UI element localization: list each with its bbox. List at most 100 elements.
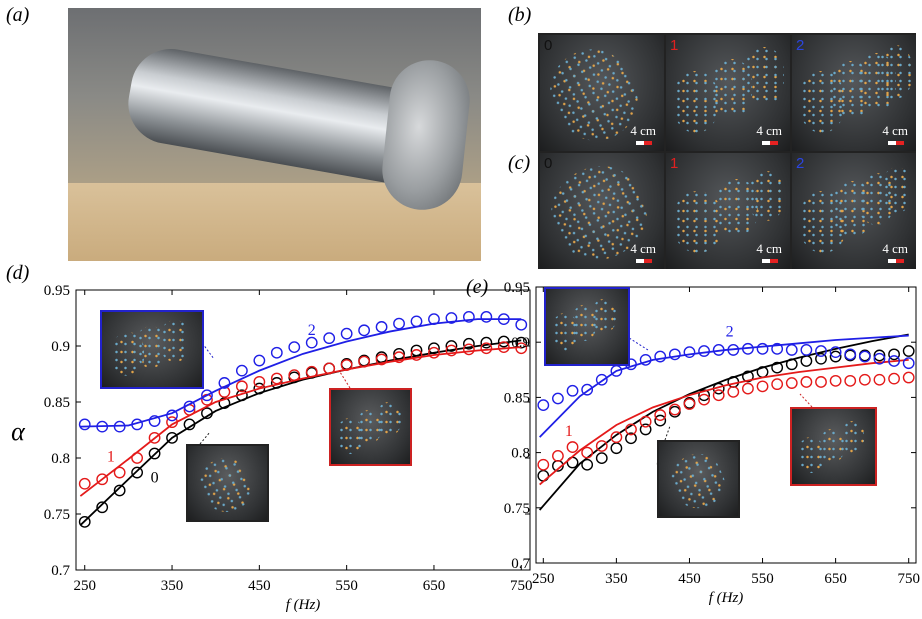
- data-point: [858, 350, 871, 363]
- y-tick-label: 0.95: [504, 280, 530, 296]
- series-label: 1: [565, 423, 573, 440]
- data-point: [148, 447, 161, 460]
- series-label: 0: [151, 470, 159, 487]
- x-tick-label: 750: [510, 578, 533, 594]
- data-point: [497, 335, 510, 348]
- data-point: [552, 450, 564, 462]
- data-point: [270, 377, 283, 389]
- data-point: [639, 415, 652, 428]
- data-point: [323, 362, 336, 375]
- data-point: [902, 371, 915, 384]
- scale-label: 4 cm: [756, 123, 782, 138]
- data-point: [96, 420, 109, 433]
- data-point: [166, 409, 178, 422]
- data-point: [131, 452, 144, 464]
- data-point: [785, 358, 798, 371]
- data-point: [78, 418, 91, 431]
- scale-bar: [636, 259, 652, 263]
- data-point: [288, 369, 301, 382]
- data-point: [305, 336, 318, 349]
- data-point: [166, 431, 178, 444]
- x-tick-label: 450: [248, 578, 271, 594]
- panel-label-a: (a): [6, 4, 30, 26]
- foam-piece: [842, 421, 864, 453]
- data-point: [305, 366, 318, 379]
- data-point: [800, 344, 813, 356]
- data-point: [581, 383, 594, 396]
- x-tick-label: 350: [605, 571, 628, 587]
- data-point: [742, 382, 754, 395]
- y-tick-label: 0.8: [511, 446, 530, 462]
- data-point: [323, 332, 336, 345]
- data-point: [201, 407, 213, 420]
- data-point: [552, 459, 564, 472]
- scale-label: 4 cm: [630, 241, 656, 256]
- data-point: [829, 346, 842, 359]
- data-point: [815, 376, 827, 388]
- data-point: [305, 365, 318, 378]
- inset-connector: [664, 425, 671, 441]
- data-point: [497, 341, 510, 354]
- data-point: [393, 351, 405, 364]
- data-point: [756, 342, 769, 355]
- data-point: [375, 351, 388, 364]
- data-point: [131, 418, 144, 431]
- data-point: [253, 375, 266, 388]
- data-point: [552, 392, 564, 405]
- sample-thumb-b0: 0 4 cm: [537, 35, 664, 155]
- data-point: [218, 377, 231, 389]
- foam-piece: [820, 429, 844, 463]
- sample-thumb-b1: 1 4 cm: [666, 35, 790, 151]
- sample-thumb-b2: 2 4 cm: [792, 35, 916, 151]
- data-point: [78, 477, 91, 490]
- x-tick-label: 250: [532, 571, 555, 587]
- sample-number: 0: [544, 155, 553, 172]
- data-point: [595, 452, 608, 465]
- data-point: [610, 365, 623, 377]
- data-point: [771, 378, 784, 391]
- data-point: [445, 340, 458, 352]
- data-point: [610, 442, 623, 455]
- scale-label: 4 cm: [630, 123, 656, 138]
- data-point: [166, 416, 178, 429]
- data-point: [742, 370, 754, 383]
- data-point: [785, 377, 798, 389]
- data-point: [428, 342, 440, 355]
- series-label: 1: [107, 448, 115, 465]
- data-point: [610, 431, 623, 444]
- data-point: [253, 382, 266, 395]
- data-point: [113, 420, 126, 433]
- data-point: [375, 321, 388, 333]
- data-point: [581, 458, 594, 471]
- foam-piece: [748, 171, 784, 221]
- data-point: [445, 344, 458, 357]
- data-point: [829, 374, 842, 387]
- data-point: [654, 414, 667, 427]
- data-point: [566, 441, 579, 453]
- data-point: [829, 350, 842, 363]
- panel-label-b: (b): [508, 4, 532, 26]
- data-point: [462, 337, 475, 350]
- impedance-tube-photo: [68, 8, 481, 261]
- foam-piece: [878, 45, 912, 99]
- foam-piece: [674, 71, 718, 133]
- data-point: [873, 352, 886, 365]
- inset-connector: [339, 371, 351, 389]
- inset-e-sample-0: [657, 440, 740, 518]
- foam-piece: [377, 402, 401, 436]
- data-point: [537, 458, 550, 471]
- foam-piece: [798, 437, 824, 473]
- data-point: [698, 345, 710, 357]
- x-tick-label: 550: [335, 578, 358, 594]
- sample-thumb-c0: 0 4 cm: [537, 151, 664, 275]
- y-axis-label: α: [11, 417, 26, 446]
- data-point: [428, 313, 440, 326]
- data-point: [683, 346, 696, 359]
- data-point: [668, 348, 681, 361]
- data-point: [815, 352, 827, 365]
- data-point: [595, 440, 608, 452]
- data-point: [654, 409, 667, 421]
- data-point: [844, 348, 857, 361]
- foam-piece: [592, 299, 616, 333]
- data-point: [698, 389, 710, 402]
